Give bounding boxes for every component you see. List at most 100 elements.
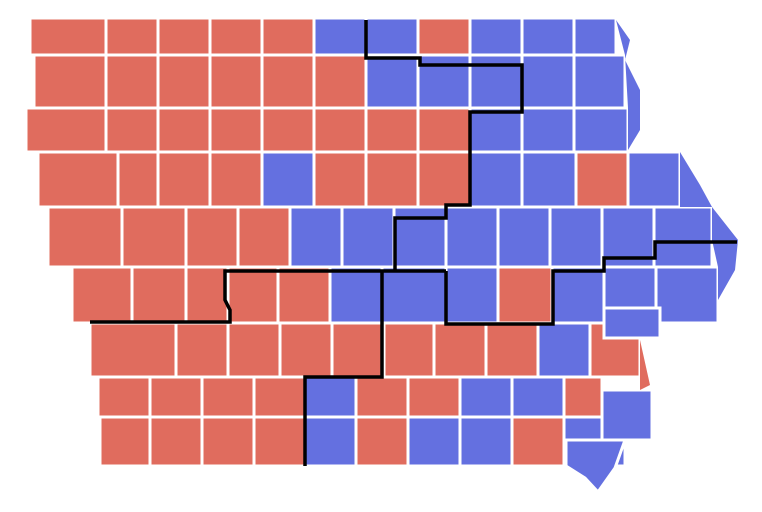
county [354,415,410,468]
county [416,106,472,154]
county [652,205,714,269]
county [416,16,472,57]
county [98,415,152,468]
county [96,375,152,419]
district-line-2-3-south [303,271,384,466]
county [520,53,576,110]
county [548,205,604,269]
county [392,205,448,269]
district-boundaries [90,20,737,466]
county [510,415,566,468]
county [572,16,618,57]
county [36,150,120,209]
county-edge [680,152,712,207]
county [654,265,720,325]
county [330,321,386,379]
county [520,150,578,209]
county [116,150,160,209]
county [380,265,448,325]
county [432,321,488,379]
county [364,16,420,57]
county [104,16,160,57]
county [28,16,108,57]
county [70,265,134,325]
county [288,205,344,269]
county [520,106,576,154]
district-line-1-4 [364,20,524,270]
county [130,265,188,325]
county [550,265,606,325]
county [364,53,420,110]
county [600,388,654,442]
county [24,106,108,154]
county [32,53,108,110]
county [416,150,472,209]
county [312,106,368,154]
county [468,53,524,110]
county [156,53,212,110]
county [200,415,256,468]
county [536,321,592,379]
county [226,321,282,379]
county [312,53,368,110]
district-line-2-3 [444,240,737,326]
county [510,375,566,419]
county [200,375,256,419]
county [260,150,316,209]
county [364,150,420,209]
county-edge [616,20,640,150]
county [260,53,316,110]
county [303,415,358,468]
county [208,150,264,209]
county [184,265,230,325]
county [104,53,160,110]
county [104,106,160,154]
county [312,16,368,57]
county [278,321,334,379]
county [458,415,514,468]
county [208,106,264,154]
county [120,205,188,269]
county-edge [640,340,650,390]
county [572,106,630,154]
county [276,265,332,325]
county [444,265,500,325]
district-line-3-4 [90,269,446,324]
county [468,106,524,154]
county [303,375,358,419]
county [148,415,204,468]
county [364,106,420,154]
county [496,265,554,325]
county [174,321,230,379]
county [328,265,384,325]
county [626,150,682,209]
county [406,415,462,468]
county [484,321,540,379]
county [260,16,316,57]
county [354,375,410,419]
county [602,306,662,340]
county [520,16,576,57]
county [156,106,212,154]
county [562,375,604,419]
county [88,321,178,379]
county [496,205,552,269]
county [260,106,316,154]
county [156,16,212,57]
county-edge [712,207,738,300]
county [312,150,368,209]
county [382,321,436,379]
county [564,438,628,495]
county [252,415,307,468]
county [406,375,462,419]
county [208,53,264,110]
county [444,205,500,269]
county [156,150,212,209]
county [468,16,524,57]
counties-layer [24,16,738,495]
county [236,205,292,269]
county [416,53,472,110]
county [46,205,124,269]
county [226,265,280,325]
